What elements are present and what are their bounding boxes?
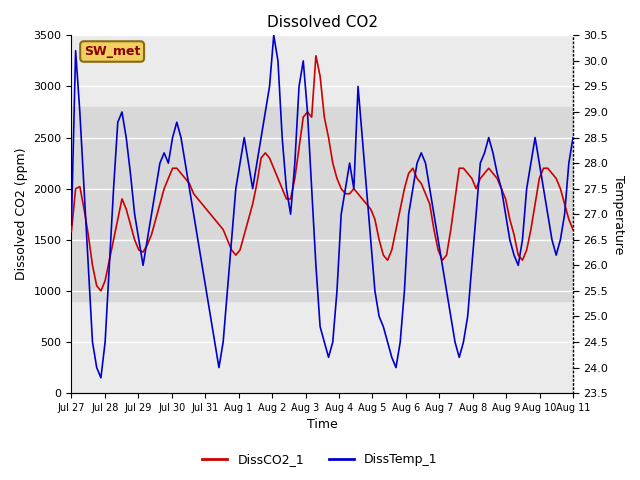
Y-axis label: Temperature: Temperature <box>612 175 625 254</box>
Legend: DissCO2_1, DissTemp_1: DissCO2_1, DissTemp_1 <box>197 448 443 471</box>
Y-axis label: Dissolved CO2 (ppm): Dissolved CO2 (ppm) <box>15 148 28 280</box>
X-axis label: Time: Time <box>307 419 337 432</box>
Text: SW_met: SW_met <box>84 45 140 58</box>
Title: Dissolved CO2: Dissolved CO2 <box>267 15 378 30</box>
Bar <box>72 107 573 301</box>
